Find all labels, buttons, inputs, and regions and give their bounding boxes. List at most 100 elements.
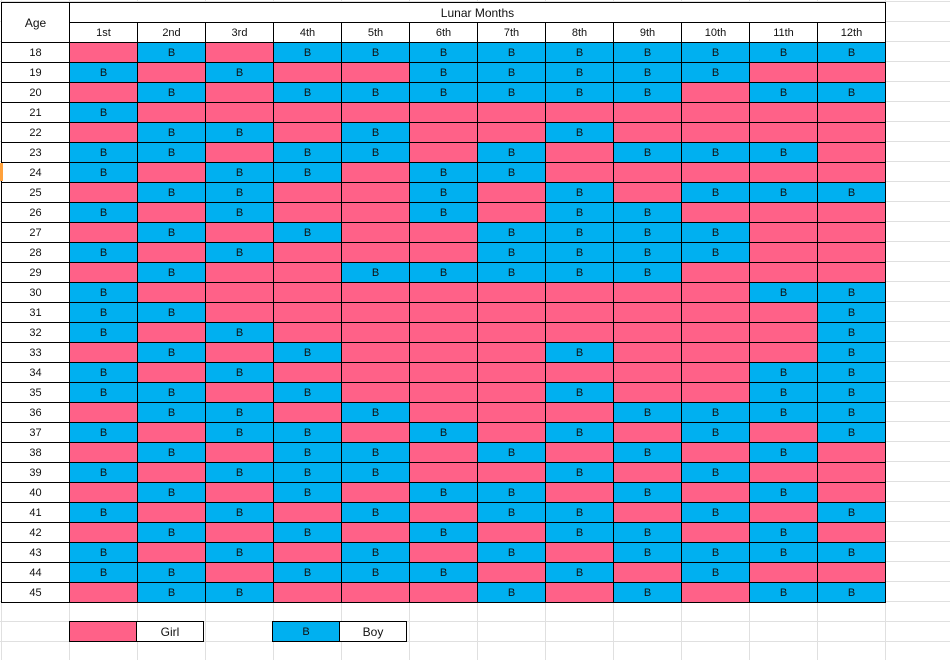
girl-cell[interactable] [409,362,478,383]
boy-cell[interactable]: B [545,222,614,243]
boy-cell[interactable]: B [409,522,478,543]
boy-cell[interactable]: B [817,422,886,443]
girl-cell[interactable] [545,362,614,383]
boy-cell[interactable]: B [341,442,410,463]
girl-cell[interactable] [613,102,682,123]
girl-cell[interactable] [341,102,410,123]
girl-cell[interactable] [205,302,274,323]
girl-cell[interactable] [341,422,410,443]
boy-cell[interactable]: B [205,322,274,343]
girl-cell[interactable] [341,522,410,543]
girl-color-swatch[interactable] [69,621,137,642]
girl-cell[interactable] [545,102,614,123]
boy-cell[interactable]: B [69,162,138,183]
girl-cell[interactable] [477,342,546,363]
boy-cell[interactable]: B [817,282,886,303]
girl-cell[interactable] [613,382,682,403]
girl-cell[interactable] [273,542,342,563]
boy-cell[interactable]: B [681,542,750,563]
boy-cell[interactable]: B [273,162,342,183]
girl-cell[interactable] [137,242,206,263]
girl-cell[interactable] [817,522,886,543]
month-header-cell[interactable]: 10th [681,22,750,43]
girl-cell[interactable] [205,342,274,363]
age-cell[interactable]: 43 [1,542,70,563]
girl-cell[interactable] [613,462,682,483]
girl-cell[interactable] [341,582,410,603]
girl-cell[interactable] [137,202,206,223]
age-cell[interactable]: 23 [1,142,70,163]
girl-legend-label[interactable]: Girl [136,621,204,642]
month-header-cell[interactable]: 8th [545,22,614,43]
girl-cell[interactable] [69,402,138,423]
age-cell[interactable]: 41 [1,502,70,523]
girl-cell[interactable] [749,462,818,483]
girl-cell[interactable] [681,322,750,343]
age-cell[interactable]: 28 [1,242,70,263]
girl-cell[interactable] [681,342,750,363]
girl-cell[interactable] [137,282,206,303]
girl-cell[interactable] [749,102,818,123]
boy-cell[interactable]: B [613,442,682,463]
boy-cell[interactable]: B [477,262,546,283]
boy-cell[interactable]: B [613,62,682,83]
girl-cell[interactable] [681,202,750,223]
girl-cell[interactable] [273,242,342,263]
girl-cell[interactable] [273,502,342,523]
boy-cell[interactable]: B [273,442,342,463]
boy-cell[interactable]: B [341,542,410,563]
girl-cell[interactable] [477,522,546,543]
girl-cell[interactable] [749,302,818,323]
boy-cell[interactable]: B [749,402,818,423]
girl-cell[interactable] [69,42,138,63]
girl-cell[interactable] [477,562,546,583]
month-header-cell[interactable]: 7th [477,22,546,43]
boy-legend-label[interactable]: Boy [339,621,407,642]
boy-cell[interactable]: B [477,542,546,563]
boy-cell[interactable]: B [613,482,682,503]
girl-cell[interactable] [205,262,274,283]
boy-cell[interactable]: B [409,82,478,103]
boy-cell[interactable]: B [477,242,546,263]
age-cell[interactable]: 25 [1,182,70,203]
girl-cell[interactable] [817,222,886,243]
boy-cell[interactable]: B [273,222,342,243]
boy-cell[interactable]: B [613,402,682,423]
girl-cell[interactable] [205,282,274,303]
age-cell[interactable]: 31 [1,302,70,323]
girl-cell[interactable] [273,402,342,423]
girl-cell[interactable] [137,322,206,343]
boy-cell[interactable]: B [613,242,682,263]
girl-cell[interactable] [409,502,478,523]
age-cell[interactable]: 22 [1,122,70,143]
girl-cell[interactable] [749,122,818,143]
age-cell[interactable]: 26 [1,202,70,223]
girl-cell[interactable] [817,242,886,263]
girl-cell[interactable] [69,182,138,203]
girl-cell[interactable] [477,122,546,143]
boy-cell[interactable]: B [137,262,206,283]
boy-cell[interactable]: B [273,462,342,483]
boy-cell[interactable]: B [681,462,750,483]
girl-cell[interactable] [817,102,886,123]
girl-cell[interactable] [205,82,274,103]
girl-cell[interactable] [273,362,342,383]
girl-cell[interactable] [273,582,342,603]
age-cell[interactable]: 20 [1,82,70,103]
boy-cell[interactable]: B [681,222,750,243]
boy-cell[interactable]: B [137,82,206,103]
girl-cell[interactable] [273,322,342,343]
girl-cell[interactable] [409,242,478,263]
month-header-cell[interactable]: 3rd [205,22,274,43]
girl-cell[interactable] [681,582,750,603]
girl-cell[interactable] [613,302,682,323]
age-cell[interactable]: 45 [1,582,70,603]
girl-cell[interactable] [817,442,886,463]
boy-cell[interactable]: B [409,182,478,203]
girl-cell[interactable] [477,322,546,343]
girl-cell[interactable] [341,182,410,203]
girl-cell[interactable] [817,462,886,483]
boy-cell[interactable]: B [273,482,342,503]
age-cell[interactable]: 35 [1,382,70,403]
girl-cell[interactable] [341,202,410,223]
